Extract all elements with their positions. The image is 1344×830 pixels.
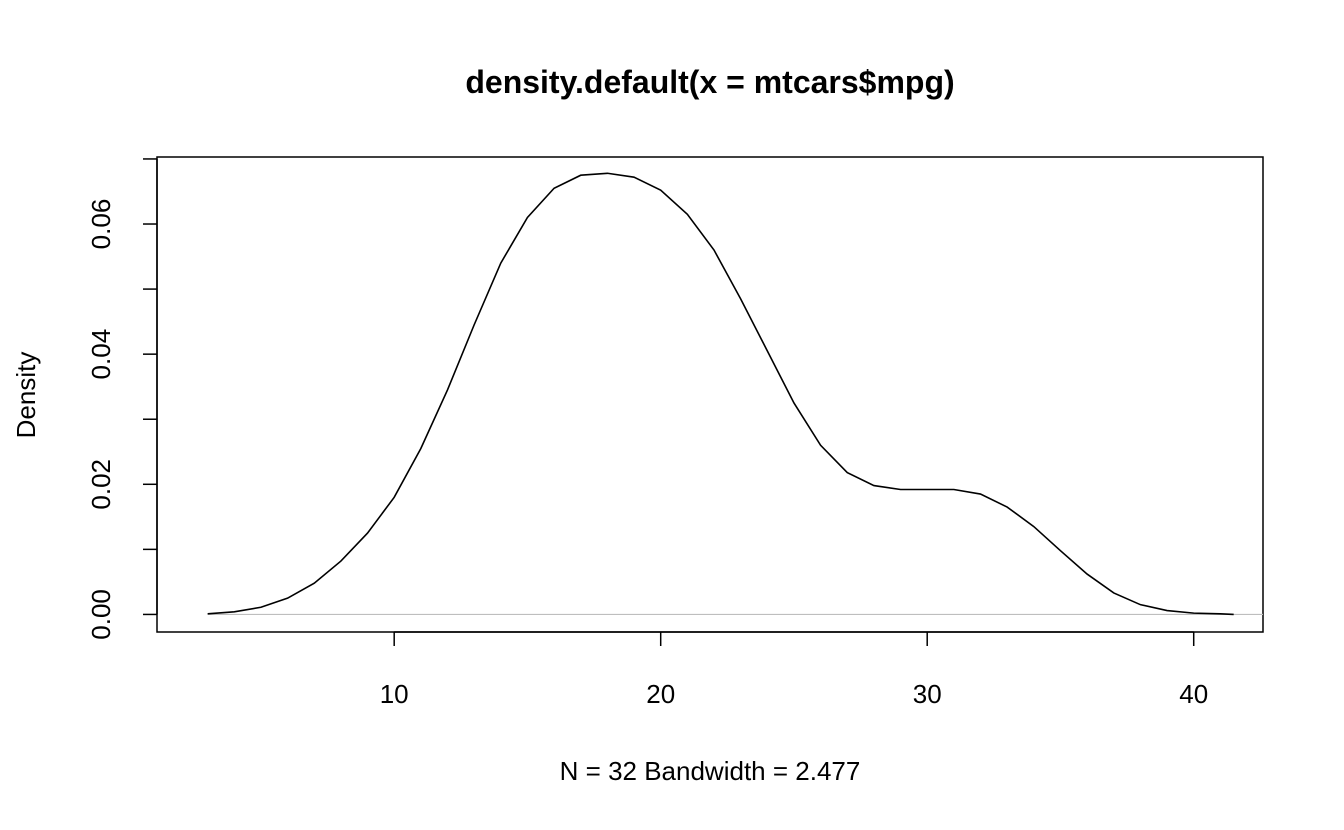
- x-axis-label: N = 32 Bandwidth = 2.477: [560, 756, 861, 786]
- x-tick-label: 30: [913, 679, 942, 709]
- y-tick-label: 0.06: [86, 199, 116, 250]
- x-tick-label: 20: [646, 679, 675, 709]
- y-tick-label: 0.02: [86, 459, 116, 510]
- x-tick-label: 40: [1179, 679, 1208, 709]
- chart-title: density.default(x = mtcars$mpg): [465, 64, 954, 100]
- x-tick-label: 10: [380, 679, 409, 709]
- y-tick-label: 0.04: [86, 329, 116, 380]
- y-tick-label: 0.00: [86, 589, 116, 640]
- density-curve: [207, 172, 1234, 616]
- x-axis: 10 20 30 40: [380, 631, 1208, 709]
- y-axis: 0.00 0.02 0.04 0.06: [86, 158, 158, 640]
- plot-frame: [156, 156, 1264, 633]
- y-axis-label: Density: [11, 352, 41, 439]
